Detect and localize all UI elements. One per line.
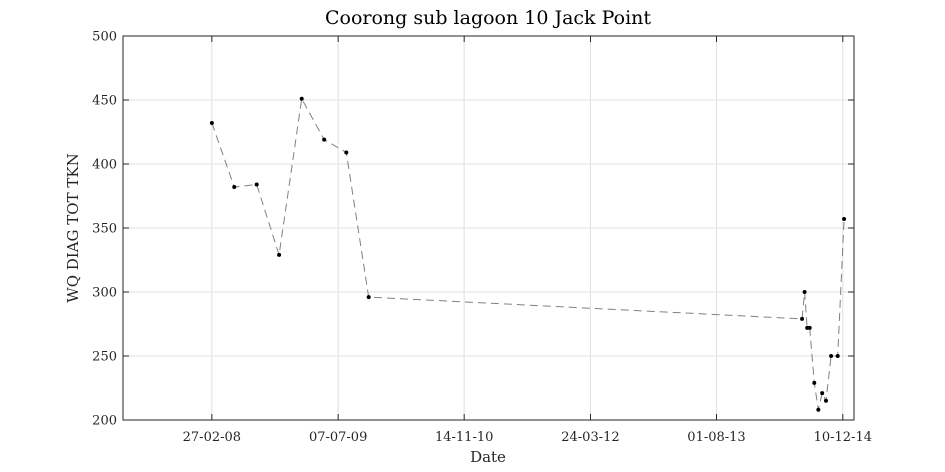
- x-tick-label: 27-02-08: [183, 430, 241, 445]
- y-tick-label: 500: [92, 30, 117, 45]
- data-point: [842, 217, 847, 222]
- chart-title: Coorong sub lagoon 10 Jack Point: [325, 7, 651, 29]
- data-point: [816, 407, 821, 412]
- y-axis-label: WQ DIAG TOT TKN: [64, 153, 82, 302]
- x-axis-label: Date: [470, 448, 506, 466]
- data-point: [829, 354, 834, 358]
- x-tick-label: 14-11-10: [435, 430, 493, 445]
- x-tick-label: 01-08-13: [687, 430, 745, 445]
- data-point: [299, 96, 304, 101]
- data-point: [344, 150, 349, 155]
- data-point: [322, 137, 327, 142]
- y-tick-label: 350: [92, 222, 117, 237]
- data-point: [800, 316, 805, 321]
- y-tick-label: 250: [92, 350, 117, 365]
- data-point: [812, 380, 817, 385]
- y-tick-label: 200: [92, 414, 117, 429]
- y-tick-label: 300: [92, 286, 117, 301]
- y-tick-label: 400: [92, 158, 117, 173]
- tick-labels: 200 250 300 350 400 450 500 27-02-08 07-07-09 14-…: [92, 30, 872, 446]
- x-tick-label: 24-03-12: [561, 430, 619, 445]
- data-point: [232, 185, 237, 190]
- data-point: [823, 398, 828, 403]
- x-tick-label: 10-12-14: [814, 430, 872, 445]
- data-point: [835, 354, 840, 358]
- data-point: [254, 182, 259, 187]
- x-tick-label: 07-07-09: [309, 430, 367, 445]
- data-point: [366, 295, 371, 300]
- y-tick-label: 450: [92, 94, 117, 109]
- data-point: [802, 290, 807, 294]
- data-point: [820, 391, 825, 396]
- data-point: [209, 121, 214, 126]
- tick-marks: [123, 35, 854, 421]
- data-point: [807, 325, 812, 330]
- data-point: [277, 252, 282, 257]
- series-layer: [209, 96, 847, 412]
